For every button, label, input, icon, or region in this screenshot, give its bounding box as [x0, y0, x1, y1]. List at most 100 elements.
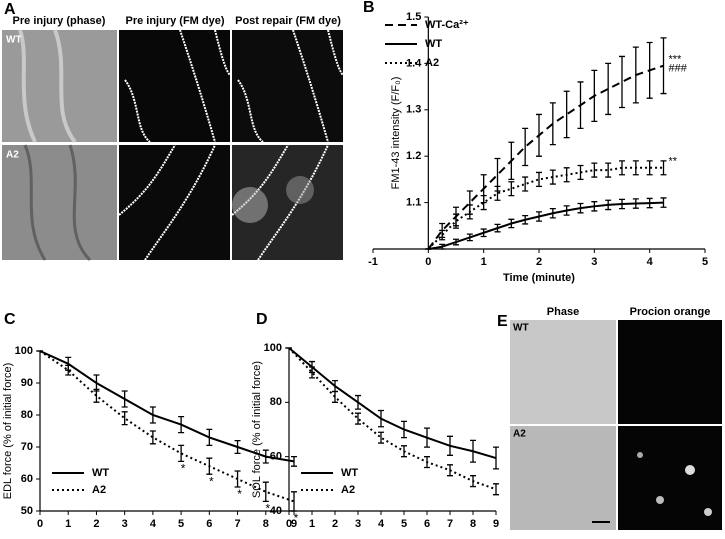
error-bar — [93, 375, 99, 391]
x-tick-label: 0 — [425, 256, 431, 268]
image-grid: WT A2 — [510, 320, 722, 530]
x-tick-label: 2 — [536, 256, 542, 268]
column-header: Procion orange — [630, 306, 711, 318]
error-bar — [508, 142, 514, 179]
legend-label: A2 — [341, 484, 355, 496]
image — [119, 30, 230, 142]
column-header: Post repair (FM dye) — [235, 15, 341, 27]
dye-spot — [232, 187, 268, 223]
panel-label: D — [256, 311, 268, 328]
x-tick-label: 4 — [647, 256, 654, 268]
legend-label: WT — [92, 467, 109, 479]
row-label: WT — [6, 35, 22, 46]
error-bar — [619, 56, 625, 107]
image — [2, 145, 117, 260]
error-bar — [332, 391, 338, 402]
y-tick-label: 100 — [15, 345, 33, 357]
series-line — [289, 348, 496, 458]
y-axis-title: FM1-43 intensity (F/F₀) — [390, 77, 402, 190]
error-bar — [355, 396, 361, 410]
x-axis-title: Time (minute) — [503, 272, 575, 284]
error-bar — [467, 205, 473, 219]
x-tick-label: 6 — [424, 518, 430, 530]
error-bar — [522, 128, 528, 165]
error-bar — [564, 91, 570, 137]
x-tick-label: 3 — [355, 518, 361, 530]
x-tick-label: 5 — [401, 518, 407, 530]
x-tick-label: 5 — [178, 518, 184, 530]
error-bar — [122, 412, 128, 425]
series-line — [428, 66, 663, 249]
significance-mark: * — [237, 487, 242, 501]
y-tick-label: 80 — [21, 409, 33, 421]
y-tick-label: 1.5 — [406, 11, 421, 23]
x-tick-label: 3 — [591, 256, 597, 268]
column-header: Pre injury (FM dye) — [125, 15, 224, 27]
x-tick-label: 2 — [93, 518, 99, 530]
y-tick-label: 70 — [21, 441, 33, 453]
legend-label: A2 — [425, 57, 439, 69]
x-tick-label: 8 — [470, 518, 476, 530]
error-bar — [633, 161, 639, 175]
y-tick-label: 1.1 — [406, 197, 421, 209]
x-tick-label: 3 — [122, 518, 128, 530]
error-bar — [122, 391, 128, 407]
stained-cell — [637, 452, 643, 458]
significance-mark: * — [294, 511, 299, 525]
series-line — [289, 348, 496, 489]
x-tick-label: 7 — [447, 518, 453, 530]
legend-label: WT — [425, 38, 442, 50]
error-bar — [401, 446, 407, 457]
y-tick-label: 1.4 — [406, 57, 422, 69]
error-bar — [470, 476, 476, 487]
error-bar — [150, 431, 156, 444]
y-tick-label: 80 — [270, 396, 282, 408]
row-label: A2 — [6, 150, 19, 161]
row-label: WT — [513, 323, 529, 334]
x-tick-label: 2 — [332, 518, 338, 530]
image-grid: WT A2 — [2, 30, 343, 260]
x-tick-label: -1 — [368, 256, 378, 268]
y-axis-title: SOL force (% of initial force) — [251, 361, 263, 498]
panel-label: C — [4, 311, 16, 328]
stained-cell — [704, 508, 712, 516]
x-tick-label: 9 — [493, 518, 499, 530]
image — [618, 320, 722, 424]
column-header: Phase — [547, 306, 579, 318]
y-tick-label: 100 — [264, 342, 282, 354]
row-label: A2 — [513, 429, 526, 440]
y-tick-label: 50 — [21, 505, 33, 517]
error-bar — [235, 471, 241, 487]
x-tick-label: 4 — [378, 518, 385, 530]
x-tick-label: 7 — [234, 518, 240, 530]
legend-label: WT-Ca²⁺ — [425, 19, 469, 31]
error-bar — [493, 484, 499, 495]
error-bar — [536, 114, 542, 156]
x-tick-label: 1 — [65, 518, 71, 530]
x-tick-label: 5 — [702, 256, 708, 268]
image — [510, 426, 616, 530]
y-tick-label: 60 — [270, 451, 282, 463]
legend-label: WT — [341, 467, 358, 479]
stained-cell — [656, 496, 664, 504]
y-tick-label: 1.3 — [406, 104, 421, 116]
image — [119, 145, 230, 260]
error-bar — [619, 161, 625, 175]
error-bar — [447, 465, 453, 476]
dye-spot — [286, 176, 314, 204]
y-tick-label: 1.2 — [406, 150, 421, 162]
significance-mark: * — [209, 474, 214, 488]
column-header: Pre injury (phase) — [13, 15, 106, 27]
error-bar — [550, 103, 556, 145]
significance-mark: * — [181, 462, 186, 476]
image — [510, 320, 616, 424]
x-tick-label: 4 — [150, 518, 157, 530]
panel-label: B — [363, 0, 375, 16]
error-bar — [578, 165, 584, 179]
panel-label: E — [497, 313, 508, 330]
y-tick-label: 90 — [21, 377, 33, 389]
legend-label: A2 — [92, 484, 106, 496]
error-bar — [424, 457, 430, 468]
x-tick-label: 6 — [206, 518, 212, 530]
